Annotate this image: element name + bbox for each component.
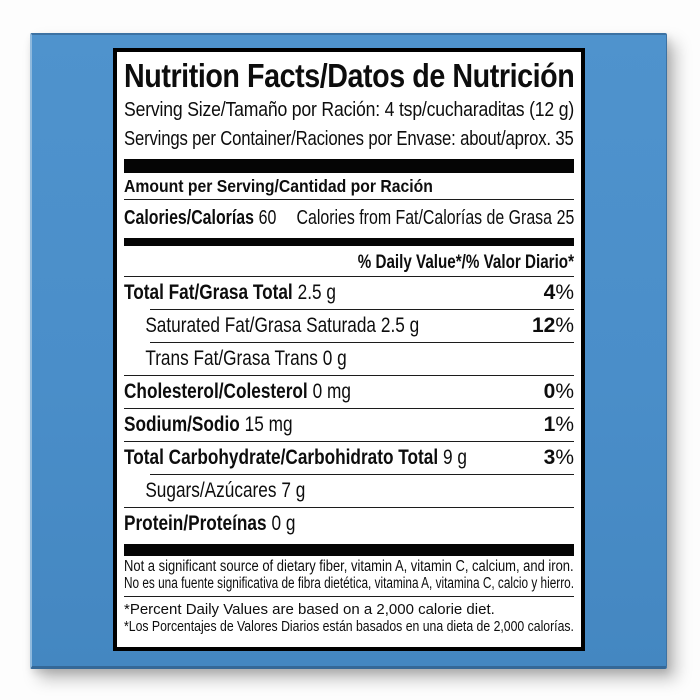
nutrient-name: Total Fat/Grasa Total [124,281,293,304]
nutrient-amount: 2.5 g [297,281,336,304]
hairline-divider [124,408,574,409]
servings-per-container-line: Servings per Container/Raciones por Enva… [124,128,574,150]
hairline-divider [124,507,574,508]
thick-divider-bottom [124,544,574,556]
nutrient-row-protein: Protein/Proteínas 0 g [124,508,574,540]
nutrient-row-sodium: Sodium/Sodio 15 mg 1% [124,409,574,441]
nutrient-amount: 7 g [281,479,306,502]
daily-value-percent: 0% [543,380,574,403]
daily-value-percent: 4% [543,281,574,304]
footnote-line-es: No es una fuente significativa de fibra … [124,574,574,592]
nutrition-facts-label: Nutrition Facts/Datos de Nutrición Servi… [113,48,585,651]
nutrient-name: Sodium/Sodio [124,413,240,436]
nutrient-row-saturated-fat: Saturated Fat/Grasa Saturada 2.5 g 12% [124,310,574,342]
hairline-divider [124,441,574,442]
nutrient-name: Cholesterol/Colesterol [124,380,308,403]
nutrient-amount: 2.5 g [380,314,420,337]
calories-value: 60 [258,206,277,229]
footnote-dv-line-es: *Los Porcentajes de Valores Diarios está… [124,617,574,635]
daily-value-percent: 3% [543,446,574,469]
nutrient-amount: 15 mg [244,413,293,436]
medium-divider [124,238,574,246]
hairline-divider [150,309,574,310]
amount-per-serving-heading: Amount per Serving/Cantidad por Ración [124,176,433,196]
nutrient-name: Protein/Proteínas [124,512,267,535]
nutrient-amount: 0 g [322,347,347,370]
blue-product-panel: Nutrition Facts/Datos de Nutrición Servi… [30,33,667,669]
nutrient-name: Total Carbohydrate/Carbohidrato Total [124,446,439,469]
hairline-divider [124,276,574,277]
calories-from-fat-value: 25 [556,206,575,229]
hairline-divider [124,199,574,200]
footnote-not-significant: Not a significant source of dietary fibe… [124,558,574,592]
nutrient-row-total-carbohydrate: Total Carbohydrate/Carbohidrato Total 9 g… [124,442,574,474]
daily-value-percent: 12% [531,314,574,337]
footnote-daily-values: *Percent Daily Values are based on a 2,0… [124,601,574,635]
label-title: Nutrition Facts/Datos de Nutrición [124,57,575,94]
nutrient-name: Saturated Fat/Grasa Saturada [145,314,377,337]
hairline-divider [124,596,574,597]
nutrient-amount: 9 g [443,446,467,469]
footnote-line-en: Not a significant source of dietary fibe… [124,558,574,575]
hairline-divider [150,342,574,343]
hairline-divider [124,375,574,376]
nutrient-amount: 0 g [271,512,296,535]
serving-size-line: Serving Size/Tamaño por Ración: 4 tsp/cu… [124,99,575,121]
nutrient-row-trans-fat: Trans Fat/Grasa Trans 0 g [124,343,574,375]
nutrient-amount: 0 mg [312,380,351,403]
daily-value-header: % Daily Value*/% Valor Diario* [357,252,574,273]
nutrient-row-cholesterol: Cholesterol/Colesterol 0 mg 0% [124,376,574,408]
hairline-divider [150,474,574,475]
calories-from-fat-label: Calories from Fat/Calorías de Grasa [296,206,552,229]
thick-divider-top [124,159,574,173]
nutrient-row-total-fat: Total Fat/Grasa Total 2.5 g 4% [124,277,574,309]
calories-label: Calories/Calorías [124,206,254,229]
calories-row: Calories/Calorías 60 Calories from Fat/Cal… [124,201,574,235]
nutrient-name: Sugars/Azúcares [145,479,277,502]
nutrient-name: Trans Fat/Grasa Trans [145,347,318,370]
nutrient-row-sugars: Sugars/Azúcares 7 g [124,475,574,507]
daily-value-percent: 1% [543,413,574,436]
footnote-dv-line-en: *Percent Daily Values are based on a 2,0… [124,601,495,618]
